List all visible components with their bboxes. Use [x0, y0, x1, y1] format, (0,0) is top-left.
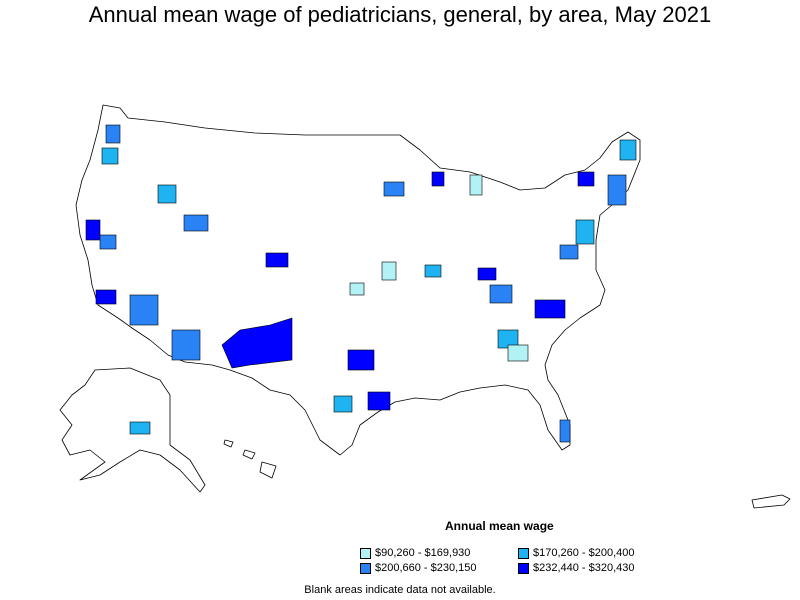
wage-area [607, 174, 627, 206]
map-title: Annual mean wage of pediatricians, gener… [88, 2, 712, 27]
wage-area [619, 139, 637, 161]
legend-title: Annual mean wage [445, 519, 554, 533]
footnote: Blank areas indicate data not available. [304, 584, 496, 596]
wage-area [101, 147, 119, 165]
legend-swatch [518, 562, 529, 574]
legend-item: $200,660 - $230,150 [360, 562, 477, 574]
wage-area [129, 294, 159, 326]
wage-area [333, 395, 353, 413]
wage-area [171, 329, 201, 361]
legend-swatch [360, 562, 371, 574]
wage-area [157, 184, 177, 204]
legend-swatch [518, 547, 529, 559]
wage-area [477, 267, 497, 281]
wage-area [507, 344, 529, 362]
hawaii-outline [223, 439, 234, 448]
wage-area [183, 214, 209, 232]
wage-area [99, 234, 117, 250]
legend-label: $90,260 - $169,930 [375, 547, 471, 559]
wage-areas [85, 124, 637, 443]
wage-area [349, 282, 365, 296]
wage-area [577, 171, 595, 187]
wage-area [85, 219, 101, 241]
wage-area [559, 244, 579, 260]
wage-area [367, 391, 391, 411]
wage-area [575, 219, 595, 245]
wage-area [559, 419, 571, 443]
hawaii-outline [259, 461, 277, 479]
wage-area [221, 317, 293, 369]
legend-label: $200,660 - $230,150 [375, 562, 477, 574]
wage-area [489, 284, 513, 304]
puerto-rico-outline [751, 494, 791, 509]
wage-area [534, 299, 566, 319]
legend-swatch [360, 547, 371, 559]
legend-label: $232,440 - $320,430 [533, 562, 635, 574]
wage-area [129, 421, 151, 435]
wage-area [105, 124, 121, 144]
wage-area [424, 264, 442, 278]
hawaii-outline [242, 449, 256, 460]
legend-item: $170,260 - $200,400 [518, 547, 635, 559]
legend-label: $170,260 - $200,400 [533, 547, 635, 559]
wage-area [381, 261, 397, 281]
wage-area [431, 171, 445, 187]
legend-item: $232,440 - $320,430 [518, 562, 635, 574]
wage-area [383, 181, 405, 197]
wage-area [347, 349, 375, 371]
legend-item: $90,260 - $169,930 [360, 547, 470, 559]
wage-area [469, 174, 483, 196]
wage-area [265, 252, 289, 268]
wage-area [95, 289, 117, 305]
